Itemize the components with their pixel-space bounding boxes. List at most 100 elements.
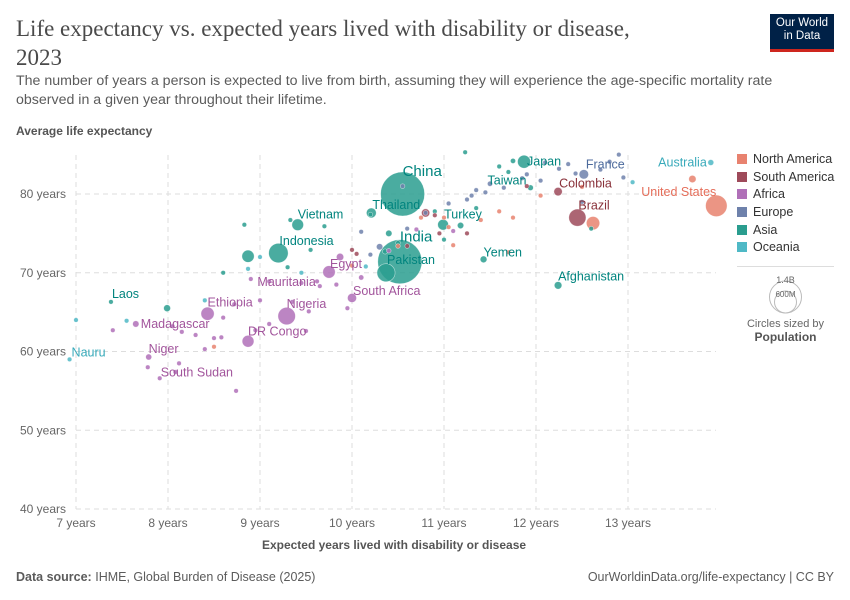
data-point xyxy=(266,321,272,327)
legend-item-oceania[interactable]: Oceania xyxy=(737,238,834,256)
label-turkey: Turkey xyxy=(444,208,482,222)
label-thailand: Thailand xyxy=(372,198,420,212)
data-point xyxy=(579,199,585,205)
data-point xyxy=(257,254,263,260)
label-laos: Laos xyxy=(112,287,139,301)
x-tick-label: 9 years xyxy=(240,516,279,530)
label-united-states: United States xyxy=(641,185,716,199)
legend-label: North America xyxy=(753,151,833,166)
label-mauritania: Mauritania xyxy=(257,275,315,289)
data-point xyxy=(241,222,247,228)
data-point xyxy=(123,318,130,324)
label-china: China xyxy=(403,163,443,180)
point-dr-congo xyxy=(241,335,255,348)
point-nauru xyxy=(66,356,73,362)
owid-logo[interactable]: Our World in Data xyxy=(770,14,834,52)
data-point xyxy=(321,223,328,229)
legend-item-africa[interactable]: Africa xyxy=(737,185,834,203)
data-point xyxy=(349,263,355,269)
legend-item-north-america[interactable]: North America xyxy=(737,150,834,168)
legend-swatch xyxy=(737,242,747,253)
x-axis-label: Expected years lived with disability or … xyxy=(262,538,526,552)
legend-label: Africa xyxy=(753,187,785,202)
label-indonesia: Indonesia xyxy=(279,234,333,248)
point-france xyxy=(578,169,589,180)
legend-label: Europe xyxy=(753,204,794,219)
data-point xyxy=(266,278,272,285)
data-point xyxy=(510,158,516,164)
data-point xyxy=(482,189,489,196)
label-colombia: Colombia xyxy=(559,177,612,191)
data-point xyxy=(367,252,374,258)
data-point xyxy=(257,297,263,303)
legend: North America South America Africa Europe As… xyxy=(737,150,834,256)
label-brazil: Brazil xyxy=(578,199,609,213)
data-point xyxy=(400,183,406,189)
data-point xyxy=(211,335,217,341)
data-point xyxy=(241,249,255,263)
data-point xyxy=(336,253,345,261)
legend-item-europe[interactable]: Europe xyxy=(737,203,834,221)
chart-subtitle: The number of years a person is expected… xyxy=(16,73,773,108)
y-tick-label: 70 years xyxy=(20,266,66,280)
size-legend-circles: 1.4B 600M xyxy=(769,275,802,314)
data-point xyxy=(298,270,305,276)
legend-item-asia[interactable]: Asia xyxy=(737,221,834,239)
point-brazil xyxy=(568,208,587,227)
data-point xyxy=(501,185,507,191)
data-point xyxy=(231,301,237,307)
data-point xyxy=(542,159,548,166)
data-point xyxy=(248,276,254,282)
data-point xyxy=(333,281,339,288)
data-point xyxy=(110,327,116,333)
point-china xyxy=(380,171,425,217)
label-yemen: Yemen xyxy=(484,245,523,259)
size-label-small: 600M xyxy=(775,290,795,299)
label-niger: Niger xyxy=(149,342,179,356)
data-point xyxy=(245,266,251,272)
label-south-sudan: South Sudan xyxy=(161,365,233,379)
y-tick-label: 40 years xyxy=(20,502,66,516)
data-point xyxy=(73,317,79,323)
data-point xyxy=(688,175,697,184)
data-point xyxy=(469,192,475,199)
legend-label: South America xyxy=(753,169,835,184)
data-point xyxy=(579,184,585,190)
data-point xyxy=(172,369,178,375)
data-point xyxy=(349,247,355,253)
data-point xyxy=(423,210,429,216)
size-legend: 1.4B 600M Circles sized by Population xyxy=(737,266,834,344)
data-point xyxy=(211,344,217,350)
data-point xyxy=(220,315,226,321)
data-point xyxy=(464,230,470,236)
data-point xyxy=(404,243,410,249)
data-point xyxy=(457,222,465,229)
data-point xyxy=(306,308,312,314)
data-point xyxy=(473,205,479,211)
data-point xyxy=(496,163,502,170)
data-point xyxy=(519,175,525,181)
data-point xyxy=(363,263,369,270)
legend-swatch xyxy=(737,153,747,164)
data-point xyxy=(314,278,320,285)
data-point xyxy=(524,183,530,189)
data-point xyxy=(510,215,516,221)
data-point xyxy=(496,208,502,214)
label-dr-congo: DR Congo xyxy=(248,324,306,338)
size-label-large: 1.4B xyxy=(776,275,795,285)
data-point xyxy=(404,226,410,232)
x-tick-label: 10 years xyxy=(329,516,375,530)
y-tick-label: 50 years xyxy=(20,423,66,437)
data-point xyxy=(620,174,627,181)
data-point xyxy=(285,264,291,270)
source-label: Data source: xyxy=(16,570,92,584)
source-link[interactable]: OurWorldinData.org/life-expectancy | CC … xyxy=(587,570,834,584)
data-point xyxy=(505,169,512,175)
y-tick-label: 60 years xyxy=(20,345,66,359)
data-point xyxy=(588,226,594,232)
data-point xyxy=(597,166,604,173)
legend-item-south-america[interactable]: South America xyxy=(737,168,834,186)
data-point xyxy=(441,215,447,221)
point-pakistan xyxy=(376,263,396,283)
data-point xyxy=(572,170,579,177)
